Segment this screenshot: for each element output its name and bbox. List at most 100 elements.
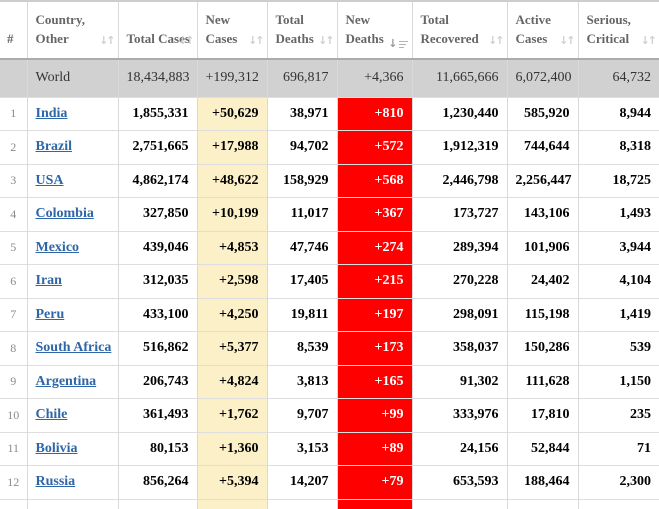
cell-total-cases: 856,264 [117,465,197,499]
cell-new-cases: +10,199 [196,197,267,231]
country-link[interactable]: Russia [35,474,76,490]
cell-total-deaths: 9,707 [266,398,337,432]
cell-total-cases: 206,743 [117,364,197,399]
cell-active-cases: 2,256,447 [506,163,578,198]
cell-new-deaths: +89 [336,431,412,466]
cell-new-cases: +4,824 [196,364,267,399]
table-row: 2 Brazil 2,751,665 +17,988 94,702 +572 1,912,3… [0,130,659,164]
column-label: Serious, Critical [586,12,631,47]
cell-active-cases: 24,402 [506,264,578,298]
cell-country: Mexico [26,230,118,265]
cell-new-cases: +2,598 [196,264,267,298]
cell-rank: 9 [0,364,27,399]
column-header-active-cases[interactable]: Active Cases ↓↑ [506,1,578,60]
cell-total-deaths: 11,017 [266,197,337,231]
column-label: New Deaths [345,12,384,47]
world-row: World 18,434,883 +199,312 696,817 +4,366 11,6… [0,59,659,97]
cell-total-cases: 2,751,665 [117,130,197,164]
column-header-new-deaths[interactable]: New Deaths ↓ [336,1,412,60]
cell-new-cases: +48,622 [196,163,267,198]
column-label: Total Recovered [420,12,479,47]
sort-both-icon: ↓↑ [559,34,576,48]
cell-serious-critical: 64,732 [577,59,659,97]
column-header-total-cases[interactable]: Total Cases ↓↑ [117,1,197,60]
column-header-total-recovered[interactable]: Total Recovered ↓↑ [411,1,507,60]
sort-both-icon: ↓↑ [318,34,335,48]
cell-rank [0,498,27,509]
cell-total-recovered [411,498,507,509]
sort-both-icon: ↓↑ [248,34,265,48]
country-link[interactable]: Brazil [35,139,73,155]
cell-total-cases: 516,862 [117,331,197,365]
cell-serious-critical: 71 [577,431,659,466]
country-link[interactable]: Mexico [35,239,80,255]
sort-both-icon: ↓↑ [640,34,658,48]
cell-new-deaths: +568 [336,163,412,198]
cell-total-deaths [266,498,337,509]
column-header-country[interactable]: Country, Other ↓↑ [26,1,118,60]
cell-total-recovered: 270,228 [411,264,507,298]
column-header-serious-critical[interactable]: Serious, Critical ↓↑ [577,1,659,60]
cell-country: Brazil [26,130,118,164]
column-header-new-cases[interactable]: New Cases ↓↑ [196,1,267,60]
cell-total-cases: 433,100 [117,297,197,332]
cell-new-deaths: +572 [336,130,412,164]
column-label: Country, Other [35,12,85,47]
cell-new-cases: +4,250 [196,297,267,332]
cell-serious-critical: 235 [577,398,659,432]
cell-total-recovered: 2,446,798 [411,163,507,198]
cell-total-cases: 18,434,883 [117,59,197,97]
table-body: World 18,434,883 +199,312 696,817 +4,366 11,6… [0,59,659,509]
table-row: 11 Bolivia 80,153 +1,360 3,153 +89 24,156 52,84… [0,431,659,466]
country-link[interactable]: Bolivia [35,440,78,456]
cell-total-deaths: 17,405 [266,264,337,298]
cell-total-cases: 4,862,174 [117,163,197,198]
cell-active-cases: 744,644 [506,130,578,164]
column-header-rank: # [0,1,27,60]
cell-serious-critical: 18,725 [577,163,659,198]
cell-total-deaths: 8,539 [266,331,337,365]
cell-new-cases [196,498,267,509]
country-link[interactable]: Argentina [35,373,97,389]
cell-total-deaths: 158,929 [266,163,337,198]
cell-new-deaths: +810 [336,96,412,131]
cell-active-cases: 52,844 [506,431,578,466]
column-label: # [7,31,14,47]
cell-total-deaths: 19,811 [266,297,337,332]
table-row: 12 Russia 856,264 +5,394 14,207 +79 653,593 188… [0,465,659,499]
country-link[interactable]: Colombia [35,206,94,222]
table-row: 5 Mexico 439,046 +4,853 47,746 +274 289,394 101… [0,230,659,265]
cell-rank: 2 [0,130,27,164]
country-link[interactable]: India [35,105,68,121]
column-label: Total Deaths [275,12,314,47]
cell-new-cases: +5,377 [196,331,267,365]
table-row: 10 Chile 361,493 +1,762 9,707 +99 333,976 17,81… [0,398,659,432]
cell-active-cases: 188,464 [506,465,578,499]
table-row: 8 South Africa 516,862 +5,377 8,539 +173 358,0… [0,331,659,365]
cell-serious-critical: 2,300 [577,465,659,499]
cell-country [26,498,118,509]
cell-serious-critical: 1,419 [577,297,659,332]
sort-descending-icon: ↓ [388,38,408,49]
cell-total-deaths: 696,817 [266,59,337,97]
cell-rank: 5 [0,230,27,265]
cell-total-cases: 312,035 [117,264,197,298]
country-link[interactable]: Iran [35,273,62,289]
country-link[interactable]: South Africa [35,340,112,356]
cell-total-cases: 361,493 [117,398,197,432]
cell-rank: 1 [0,96,27,131]
country-link[interactable]: Peru [35,306,65,322]
cell-total-recovered: 24,156 [411,431,507,466]
cell-total-deaths: 14,207 [266,465,337,499]
country-link[interactable]: USA [35,172,64,188]
cell-country: Russia [26,465,118,499]
cell-country: Colombia [26,197,118,231]
country-link[interactable]: Chile [35,407,68,423]
column-header-total-deaths[interactable]: Total Deaths ↓↑ [266,1,337,60]
cell-active-cases: 115,198 [506,297,578,332]
cell-country: Chile [26,398,118,432]
cell-total-cases [117,498,197,509]
cell-country: India [26,96,118,131]
cell-rank: 11 [0,431,27,466]
